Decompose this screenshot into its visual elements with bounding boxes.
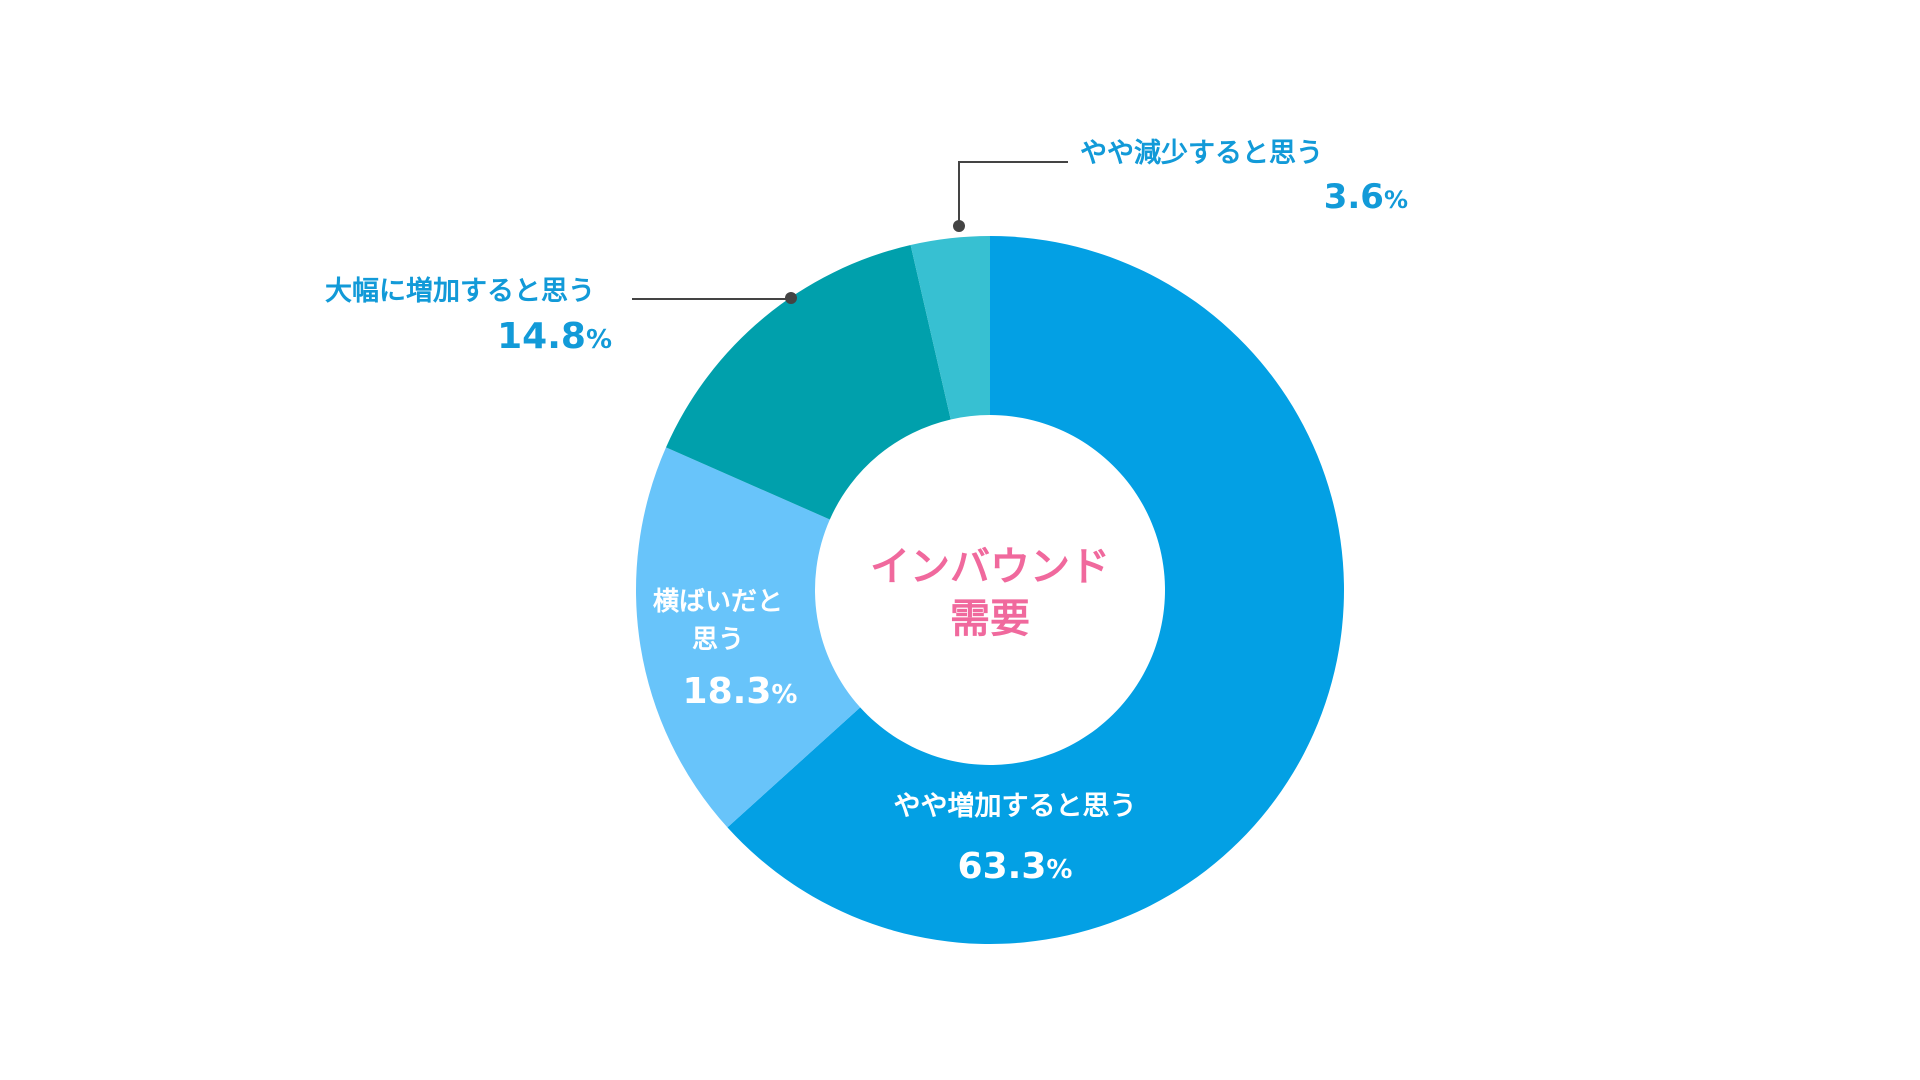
leader-lines-layer <box>632 161 1068 304</box>
leader-dot-2 <box>785 292 797 304</box>
slice-3 <box>910 236 990 420</box>
slice-label-1-line-0: 横ばいだと <box>653 587 783 617</box>
leader-line-2 <box>632 297 792 300</box>
slice-label-1-line-1: 思う <box>692 625 744 655</box>
center-label-line-0: インバウンド <box>870 544 1110 590</box>
slice-2 <box>666 245 951 520</box>
slices-layer <box>636 236 1344 944</box>
leader-line-3 <box>958 161 1068 226</box>
slice-value-0: 63.3% <box>958 846 1073 887</box>
slice-value-1: 18.3% <box>683 671 798 712</box>
slice-label-2-line-0: 大幅に増加すると思う <box>325 275 595 307</box>
slice-value-2: 14.8% <box>497 316 612 357</box>
slice-label-3-line-0: やや減少すると思う <box>1080 138 1323 169</box>
slice-value-3: 3.6% <box>1324 177 1408 217</box>
slice-0 <box>727 236 1344 944</box>
center-label-line-1: 需要 <box>950 596 1030 642</box>
slice-label-0-line-0: やや増加すると思う <box>894 790 1137 822</box>
slice-1 <box>636 447 861 828</box>
leader-dot-3 <box>953 220 965 232</box>
